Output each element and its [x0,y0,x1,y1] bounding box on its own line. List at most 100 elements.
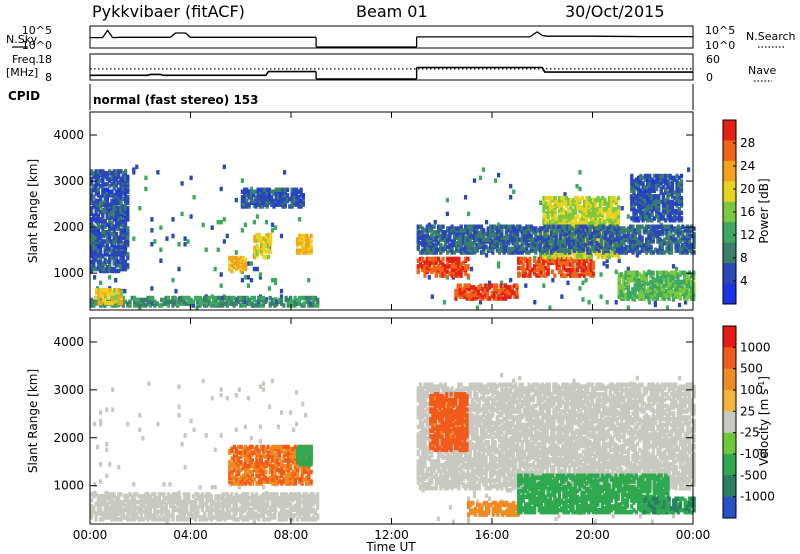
heatmap-cell [240,228,244,233]
heatmap-cell [560,256,564,262]
heatmap-cell [112,176,116,182]
heatmap-cell [187,299,191,304]
heatmap-cell [430,224,434,229]
heatmap-cell [690,250,694,255]
heatmap-cell [95,295,99,300]
heatmap-cell [614,210,618,216]
heatmap-cell [653,300,657,305]
heatmap-cell [658,285,662,290]
heatmap-cell [604,242,608,248]
heatmap-cell [112,193,116,198]
heatmap-cell [498,250,502,255]
heatmap-cell [603,197,607,203]
heatmap-cell [219,283,223,288]
heatmap-cell [430,267,434,273]
heatmap-cell [666,184,670,190]
heatmap-cell [586,226,590,231]
heatmap-cell [667,296,671,301]
heatmap-cell [261,204,265,209]
heatmap-cell [486,246,490,252]
heatmap-cell [439,233,443,239]
heatmap-cell [651,285,655,290]
heatmap-cell [270,228,275,233]
heatmap-cell [230,301,234,306]
heatmap-cell [513,290,517,296]
heatmap-cell [652,216,656,221]
heatmap-cell [624,244,628,250]
heatmap-cell [279,297,284,303]
heatmap-cell [186,239,190,244]
heatmap-cell [309,301,313,306]
heatmap-cell [256,202,260,207]
heatmap-cell [613,237,617,242]
heatmap-cell [237,387,241,392]
heatmap-cell [263,195,267,200]
heatmap-cell [297,195,301,200]
heatmap-cell [571,208,575,214]
heatmap-cell [475,246,479,252]
heatmap-cell [240,198,244,204]
heatmap-cell [588,224,592,229]
power-colorbar-label: Power [dB] [757,178,771,243]
heatmap-cell [638,277,642,283]
heatmap-cell [589,253,593,258]
heatmap-cell [573,234,578,240]
heatmap-cell [470,241,475,246]
heatmap-cell [472,490,477,496]
heatmap-cell [114,217,119,222]
heatmap-cell [593,519,597,524]
heatmap-cell [464,224,468,229]
heatmap-cell [307,242,311,248]
heatmap-cell [592,203,596,208]
heatmap-cell [677,175,681,181]
heatmap-cell [219,186,223,192]
heatmap-cell [475,224,479,229]
heatmap-cell [459,262,463,267]
heatmap-cell [543,237,547,242]
date-label: 30/Oct/2015 [565,2,665,21]
heatmap-cell [680,286,685,291]
heatmap-cell [587,265,591,271]
heatmap-cell [301,193,305,198]
heatmap-cell [520,233,524,239]
heatmap-cell [101,172,105,178]
heatmap-cell [559,231,563,237]
heatmap-cell [243,299,247,304]
heatmap-cell [257,247,261,252]
heatmap-cell [148,303,152,308]
heatmap-cell [105,252,109,257]
heatmap-cell [286,297,290,303]
heatmap-cell [223,295,227,301]
heatmap-cell [470,233,475,239]
heatmap-cell [583,199,587,205]
heatmap-cell [427,256,432,262]
heatmap-cell [304,295,308,301]
heatmap-cell [121,257,125,263]
heatmap-cell [608,224,612,229]
heatmap-cell [674,287,678,292]
heatmap-cell [292,195,296,200]
heatmap-cell [518,224,522,229]
heatmap-cell [502,224,506,229]
heatmap-cell [302,233,306,239]
heatmap-cell [488,296,492,301]
heatmap-cell [106,300,110,306]
heatmap-cell [99,268,103,274]
heatmap-cell [99,303,103,308]
heatmap-cell [452,250,456,255]
heatmap-cell [476,288,481,294]
heatmap-cell [659,199,663,205]
heatmap-cell [665,241,669,246]
heatmap-cell [427,241,432,246]
heatmap-cell [237,261,241,266]
heatmap-cell [192,195,196,200]
heatmap-cell [547,224,551,229]
heatmap-cell [605,300,609,305]
heatmap-cell [587,271,591,276]
noise-left-tick-top: 10^5 [22,24,52,37]
heatmap-cell [637,216,641,221]
heatmap-cell [634,184,638,190]
heatmap-cell [99,288,103,293]
heatmap-cell [522,235,527,240]
heatmap-cell [614,269,618,275]
